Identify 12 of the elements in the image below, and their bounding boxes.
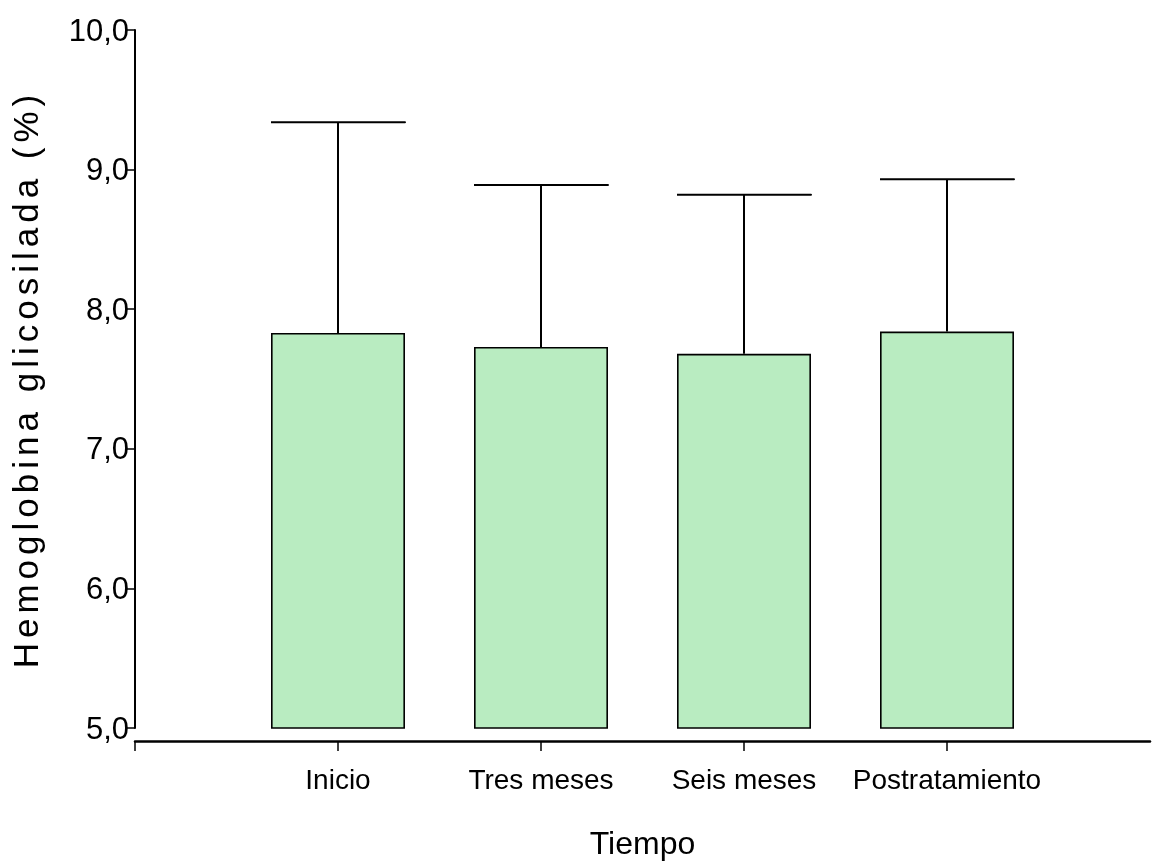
- x-tick-label: Seis meses: [671, 763, 817, 795]
- x-tick-label: Inicio: [305, 763, 371, 795]
- y-tick-label: 7,0: [85, 431, 129, 467]
- y-tick-label: 10,0: [68, 12, 129, 48]
- y-axis-title: Hemoglobina glicosilada (%): [6, 89, 45, 669]
- x-axis-title: Tiempo: [589, 825, 696, 861]
- x-tick-label: Postratamiento: [852, 763, 1042, 795]
- x-tick-label: Tres meses: [468, 763, 614, 795]
- y-tick-label: 8,0: [85, 291, 129, 327]
- y-tick-label: 6,0: [85, 570, 129, 606]
- y-tick-label: 9,0: [85, 152, 129, 188]
- y-tick-label: 5,0: [85, 710, 129, 746]
